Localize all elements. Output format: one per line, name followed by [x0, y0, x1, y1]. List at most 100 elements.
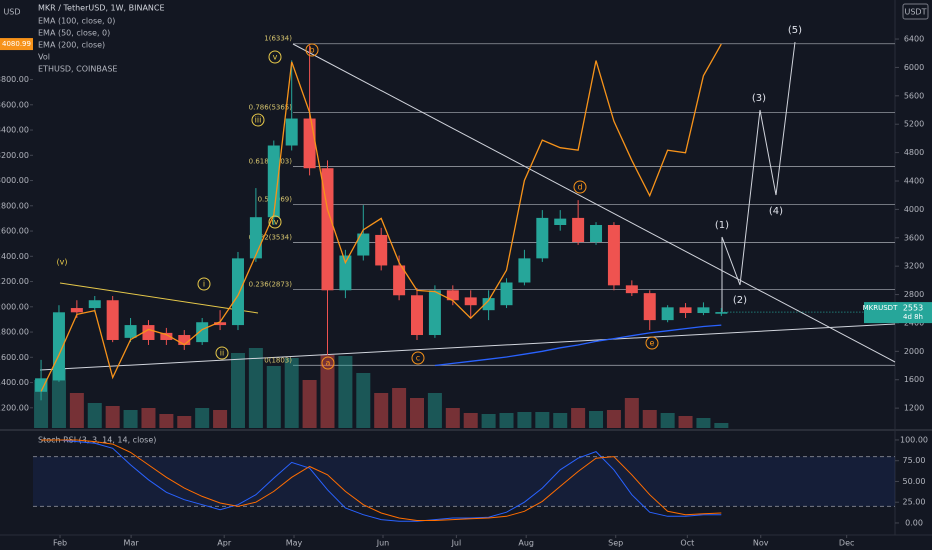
volume-bar — [320, 355, 335, 428]
volume-bar — [105, 406, 120, 428]
volume-bar — [589, 411, 604, 428]
candle-body — [35, 378, 48, 392]
fib-label: 0.382(3534) — [249, 233, 293, 241]
volume-bar — [284, 358, 299, 428]
candle-body — [124, 325, 137, 338]
y-tick-label: 1800.00 — [0, 328, 29, 337]
y2-tick-label: 3200 — [904, 262, 924, 271]
wave-circle — [197, 277, 211, 291]
y2-tick-label: 5200 — [904, 120, 924, 129]
wave-label: b — [309, 46, 314, 55]
volume-bar — [535, 412, 550, 428]
wave-label: d — [577, 183, 582, 192]
volume-bar — [553, 413, 568, 428]
y-tick-label: 1600.00 — [0, 353, 29, 362]
volume-bar — [624, 398, 639, 428]
x-tick-label: Feb — [53, 539, 67, 548]
volume-bar — [302, 380, 317, 428]
legend-item: EMA (200, close) — [38, 41, 105, 50]
volume-bar — [266, 366, 281, 428]
candle-body — [679, 307, 692, 314]
candle-body — [88, 300, 101, 309]
eth-last-price: 4080.99 — [2, 40, 31, 48]
volume-bar — [356, 373, 371, 428]
candle-body — [482, 298, 495, 311]
y2-tick-label: 6000 — [904, 63, 924, 72]
candle-body — [518, 258, 531, 283]
wave-circle — [645, 336, 659, 350]
y2-tick-label: 4400 — [904, 176, 924, 185]
wave-circle — [573, 180, 587, 194]
candle-body — [500, 282, 513, 306]
candle-body — [446, 290, 459, 301]
indicator-line — [40, 43, 722, 392]
candle-body — [536, 217, 549, 259]
projection-label: (1) — [715, 220, 729, 231]
x-tick-label: Jun — [376, 539, 390, 548]
wave-label: i — [203, 280, 205, 289]
volume-bar — [499, 413, 514, 428]
volume-bar — [606, 410, 621, 428]
wave-circle — [268, 215, 282, 229]
candle-body — [715, 312, 728, 314]
wave-label: iv — [272, 218, 279, 227]
y2-tick-label: 2000 — [904, 347, 924, 356]
projection-label: (3) — [752, 93, 766, 104]
candle-body — [375, 234, 388, 266]
volume-bar — [87, 403, 102, 428]
y-tick-label: 1200.00 — [0, 403, 29, 412]
wave-circle — [305, 43, 319, 57]
wave-label: iii — [255, 116, 262, 125]
volume-bar — [213, 410, 228, 428]
y2-tick-label: 4800 — [904, 148, 924, 157]
volume-bar — [517, 412, 532, 428]
y2-tick-label: 2800 — [904, 290, 924, 299]
candle-body — [464, 297, 477, 306]
candle-body — [285, 118, 298, 146]
wave-circle — [268, 50, 282, 64]
candle-body — [357, 233, 370, 256]
candle-body — [303, 118, 316, 169]
volume-bar — [642, 410, 657, 428]
y-tick-label: 2200.00 — [0, 277, 29, 286]
y2-tick-label: 5600 — [904, 91, 924, 100]
x-tick-label: Apr — [217, 539, 232, 548]
y2-axis-label: USDT — [905, 8, 927, 17]
projection-label: (5) — [788, 25, 802, 36]
projection-label: (4) — [769, 206, 783, 217]
wave-label: e — [650, 339, 655, 348]
projection-label: (2) — [733, 295, 747, 306]
y-tick-label: 100.00 — [900, 435, 928, 444]
x-tick-label: Jul — [451, 539, 462, 548]
candle-body — [249, 217, 262, 259]
candle-body — [178, 335, 191, 345]
wave-projection — [721, 41, 796, 312]
volume-bar — [714, 423, 729, 428]
volume-bar — [374, 393, 389, 428]
candle-body — [321, 168, 334, 291]
stoch-line — [41, 439, 722, 521]
candle-body — [661, 307, 674, 321]
y-tick-label: 2400.00 — [0, 252, 29, 261]
stoch-line — [41, 439, 722, 522]
y-tick-label: 2000.00 — [0, 302, 29, 311]
drawings — [39, 41, 896, 371]
volume-bar — [338, 356, 353, 428]
wave-circle — [321, 356, 335, 370]
candle-body — [625, 285, 638, 294]
legend-item: ETHUSD, COINBASE — [38, 65, 117, 74]
y-tick-label: 3400.00 — [0, 126, 29, 135]
volume-bar — [230, 353, 245, 428]
stoch-band — [33, 456, 895, 507]
volume-bar — [141, 408, 156, 428]
volume-bar — [696, 418, 711, 428]
candle-body — [267, 145, 280, 218]
legend-item: Vol — [38, 53, 50, 62]
wave-label: a — [326, 359, 331, 368]
wave-circle — [251, 113, 265, 127]
volume-bar — [660, 413, 675, 428]
trendline — [292, 43, 896, 363]
wave-label: (v) — [57, 258, 68, 267]
y-tick-label: 50.00 — [903, 477, 926, 486]
